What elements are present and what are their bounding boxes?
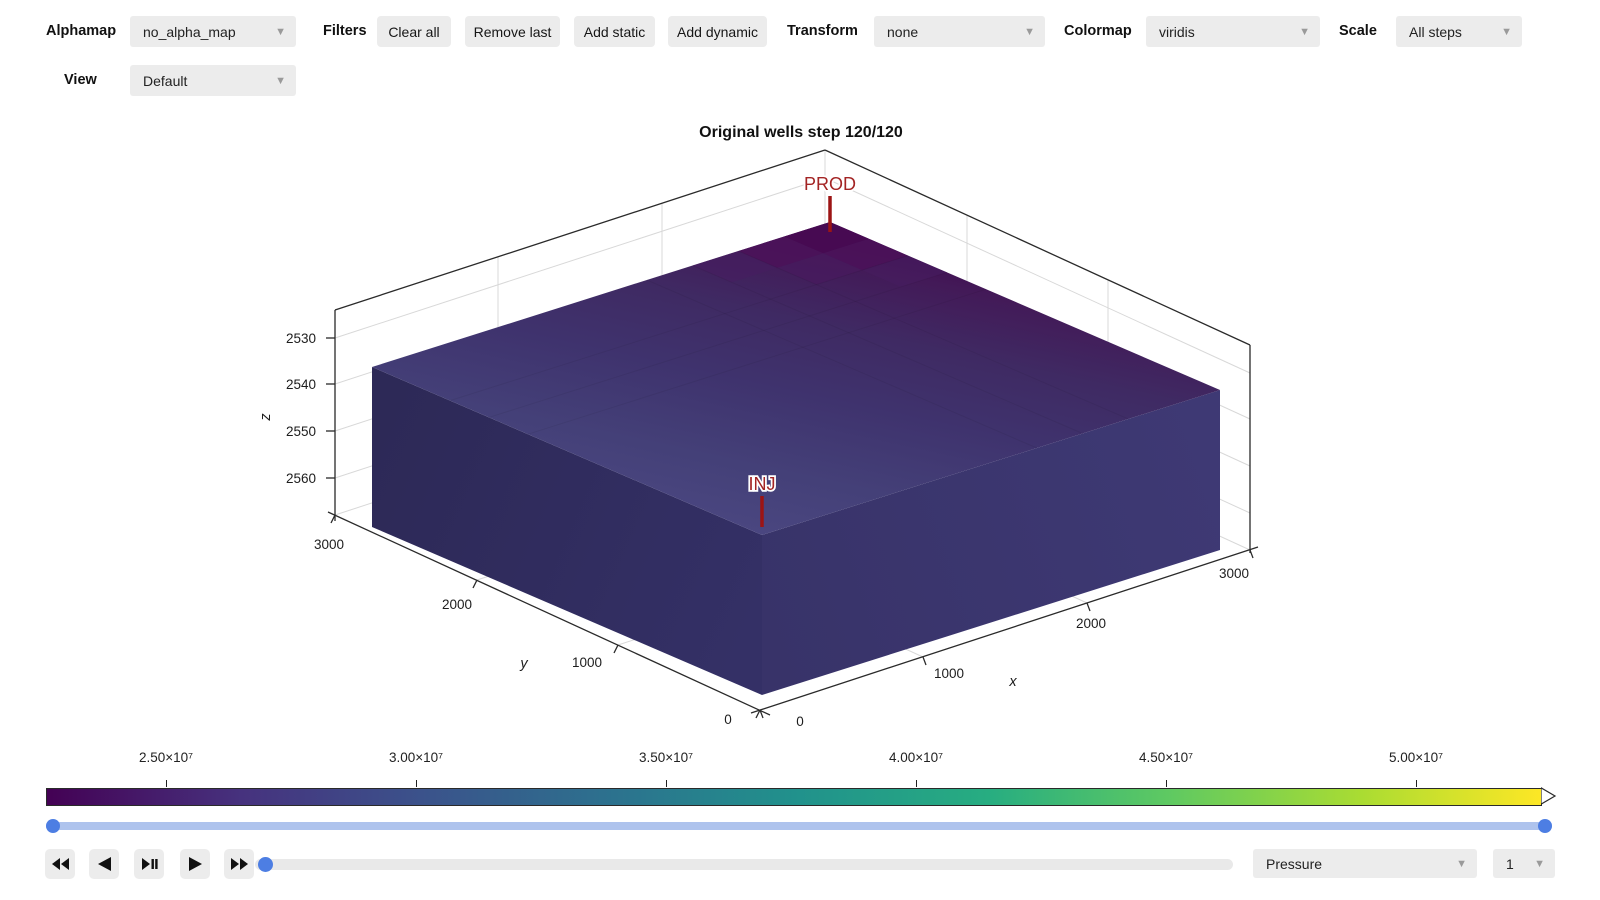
colorbar-tick-label: 4.50×10⁷ <box>1138 750 1194 765</box>
x-tick-label: 2000 <box>1076 616 1106 631</box>
colormap-select[interactable]: viridis ▼ <box>1146 16 1320 47</box>
z-axis-title: z <box>258 413 274 422</box>
axis-titles: z y x <box>258 413 1017 690</box>
x-axis-title: x <box>1008 674 1017 690</box>
z-tick-label: 2560 <box>286 471 316 486</box>
scale-select-value: All steps <box>1409 23 1462 40</box>
colorbar-tick <box>666 780 667 787</box>
z-tick-label: 2540 <box>286 377 316 392</box>
filters-label: Filters <box>323 23 367 39</box>
alphamap-select-value: no_alpha_map <box>143 23 236 40</box>
x-tick-label: 3000 <box>1219 566 1249 581</box>
fast-forward-button[interactable] <box>224 849 254 879</box>
scale-select[interactable]: All steps ▼ <box>1396 16 1522 47</box>
axis-tick-labels: 2530 2540 2550 2560 3000 2000 1000 0 0 1… <box>286 331 1249 729</box>
remove-last-button[interactable]: Remove last <box>465 16 560 47</box>
play-pause-icon <box>142 858 158 870</box>
add-dynamic-button[interactable]: Add dynamic <box>668 16 767 47</box>
y-tick-label: 2000 <box>442 597 472 612</box>
play-pause-button[interactable] <box>134 849 164 879</box>
y-tick-label: 1000 <box>572 655 602 670</box>
colorbar-tick-label: 3.00×10⁷ <box>388 750 444 765</box>
color-range-slider[interactable] <box>46 819 1552 833</box>
y-tick-label: 3000 <box>314 537 344 552</box>
property-select-value: Pressure <box>1266 855 1323 872</box>
axis-ticks <box>326 337 1254 719</box>
colorbar-tick-label: 2.50×10⁷ <box>138 750 194 765</box>
colormap-label: Colormap <box>1064 23 1132 39</box>
mesh-right-face <box>762 390 1220 695</box>
mesh-top-face <box>372 222 1220 535</box>
axes-frame <box>327 149 1259 716</box>
chevron-down-icon: ▼ <box>1456 857 1467 870</box>
x-tick-label: 1000 <box>934 666 964 681</box>
range-slider-left-handle[interactable] <box>46 819 60 833</box>
y-axis-title: y <box>519 656 528 672</box>
view-select-value: Default <box>143 72 188 89</box>
y-tick-label: 0 <box>724 712 732 727</box>
play-button[interactable] <box>180 849 210 879</box>
mesh-cell-lines <box>449 250 1129 449</box>
step-index-select-value: 1 <box>1506 855 1514 872</box>
mesh-cells-low-pressure <box>692 222 947 287</box>
chevron-down-icon: ▼ <box>275 74 286 87</box>
left-triangle-icon <box>97 857 111 871</box>
colorbar-tick <box>1416 780 1417 787</box>
prod-well-label: PROD <box>804 174 856 194</box>
step-index-select[interactable]: 1 ▼ <box>1493 849 1555 878</box>
chevron-down-icon: ▼ <box>1299 25 1310 38</box>
skip-to-start-button[interactable] <box>45 849 75 879</box>
scale-label: Scale <box>1339 23 1377 39</box>
colorbar-tick <box>416 780 417 787</box>
double-left-triangle-icon <box>51 858 69 870</box>
colorbar-highclip-arrow <box>1541 787 1557 805</box>
add-static-button[interactable]: Add static <box>574 16 655 47</box>
z-tick-label: 2550 <box>286 424 316 439</box>
mesh-left-face <box>372 367 762 695</box>
colorbar-tick-label: 4.00×10⁷ <box>888 750 944 765</box>
reservoir-mesh <box>372 222 1220 695</box>
transform-select[interactable]: none ▼ <box>874 16 1045 47</box>
view-label: View <box>64 72 97 88</box>
double-right-triangle-icon <box>230 858 248 870</box>
chevron-down-icon: ▼ <box>1501 25 1512 38</box>
colorbar-tick-label: 5.00×10⁷ <box>1388 750 1444 765</box>
transform-label: Transform <box>787 23 858 39</box>
colorbar-tick <box>166 780 167 787</box>
colorbar-tick-label: 3.50×10⁷ <box>638 750 694 765</box>
chevron-down-icon: ▼ <box>1534 857 1545 870</box>
property-select[interactable]: Pressure ▼ <box>1253 849 1477 878</box>
timestep-slider-handle[interactable] <box>258 857 273 872</box>
clear-all-button[interactable]: Clear all <box>377 16 451 47</box>
chevron-down-icon: ▼ <box>275 25 286 38</box>
range-slider-right-handle[interactable] <box>1538 819 1552 833</box>
transform-select-value: none <box>887 23 919 40</box>
colorbar-tick <box>916 780 917 787</box>
chevron-down-icon: ▼ <box>1024 25 1035 38</box>
z-tick-label: 2530 <box>286 331 316 346</box>
plot-canvas-3d[interactable]: PROD INJ 2530 2540 2550 2560 3000 2000 1… <box>0 0 1600 748</box>
wells: PROD INJ <box>747 172 858 527</box>
colorbar <box>46 788 1542 806</box>
plot-title: Original wells step 120/120 <box>699 124 903 141</box>
inj-well-label: INJ <box>749 474 776 494</box>
timestep-slider[interactable] <box>255 857 1233 872</box>
alphamap-select[interactable]: no_alpha_map ▼ <box>130 16 296 47</box>
alphamap-label: Alphamap <box>46 23 117 39</box>
colorbar-tick <box>1166 780 1167 787</box>
colormap-select-value: viridis <box>1159 23 1195 40</box>
right-triangle-icon <box>188 857 202 871</box>
x-tick-label: 0 <box>796 714 804 729</box>
step-back-button[interactable] <box>89 849 119 879</box>
view-select[interactable]: Default ▼ <box>130 65 296 96</box>
